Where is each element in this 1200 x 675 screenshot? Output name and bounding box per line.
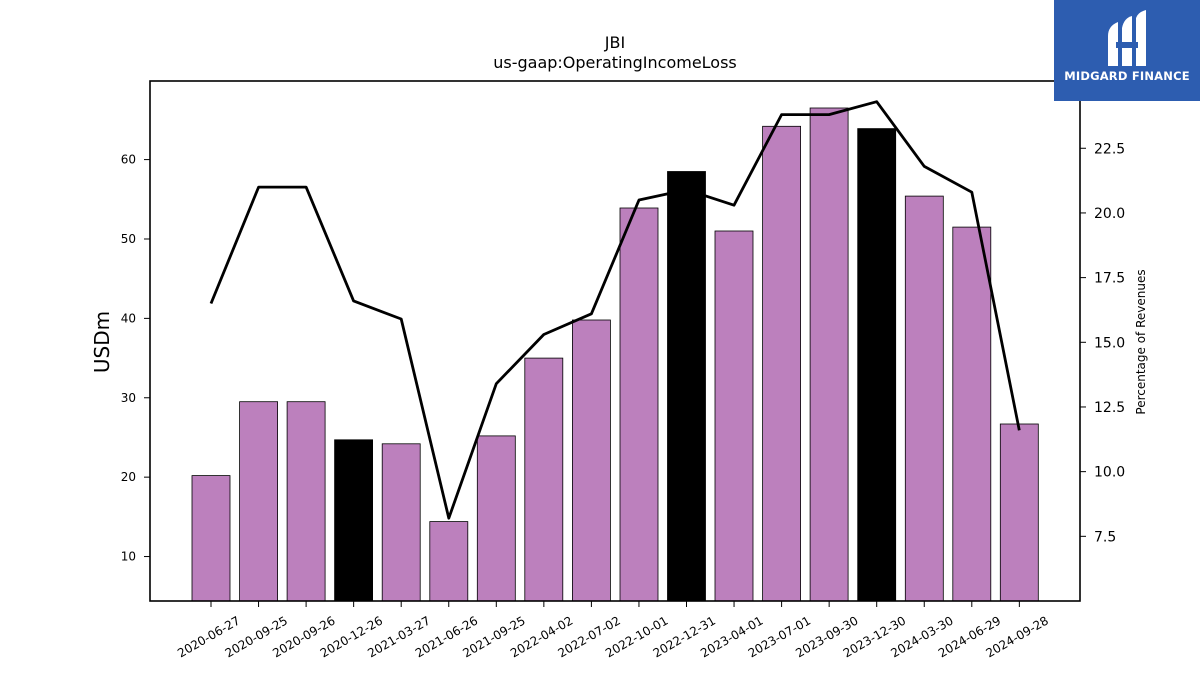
y-tick-label: 40 xyxy=(121,311,136,325)
bars-layer xyxy=(191,107,1039,602)
y2-tick-label: 22.5 xyxy=(1094,141,1125,157)
y-axis-label: USDm xyxy=(90,311,114,373)
y-tick-label: 10 xyxy=(121,550,136,564)
bar-2022-04-02 xyxy=(524,357,564,602)
bar-2021-06-26 xyxy=(429,521,469,602)
bar-2024-03-30 xyxy=(904,195,944,602)
bar-2022-10-01 xyxy=(619,207,659,602)
bar-2023-09-30 xyxy=(809,107,849,602)
y2-tick-label: 20.0 xyxy=(1094,206,1125,222)
bar-2021-03-27 xyxy=(381,443,421,602)
y-tick-label: 30 xyxy=(121,391,136,405)
y2-axis-label: Percentage of Revenues xyxy=(1134,269,1148,414)
bar-2020-09-25 xyxy=(239,401,279,602)
x-axis: 2020-06-272020-09-252020-09-262020-12-26… xyxy=(175,601,1051,660)
logo-text: MIDGARD FINANCE xyxy=(1064,69,1190,83)
bar-2020-06-27 xyxy=(191,475,231,602)
y-tick-label: 50 xyxy=(121,232,136,246)
y2-tick-label: 12.5 xyxy=(1094,400,1125,416)
brand-logo: MIDGARD FINANCE xyxy=(1054,0,1200,101)
y2-tick-label: 15.0 xyxy=(1094,335,1125,351)
bar-2020-12-26 xyxy=(334,439,374,602)
bar-2024-06-29 xyxy=(952,226,992,602)
bar-2023-04-01 xyxy=(714,230,754,602)
percentage-line xyxy=(209,100,1021,520)
y2-tick-label: 10.0 xyxy=(1094,465,1125,481)
y2-tick-label: 7.5 xyxy=(1094,529,1116,545)
left-axis: 10 20 30 40 50 60 xyxy=(121,153,150,564)
right-axis: 7.5 10.0 12.5 15.0 17.5 20.0 22.5 xyxy=(1080,141,1125,545)
y2-tick-label: 17.5 xyxy=(1094,271,1125,287)
y-tick-label: 60 xyxy=(121,153,136,167)
chart-subtitle: us-gaap:OperatingIncomeLoss xyxy=(493,53,737,72)
bar-2020-09-26 xyxy=(286,401,326,602)
line-layer xyxy=(209,100,1021,520)
bar-2023-12-30 xyxy=(857,128,897,602)
bar-2024-09-28 xyxy=(999,423,1039,602)
bar-2023-07-01 xyxy=(762,125,801,602)
y-tick-label: 20 xyxy=(121,470,136,484)
bar-2021-09-25 xyxy=(476,435,516,602)
logo-mark-icon xyxy=(1108,10,1146,66)
plot-frame xyxy=(149,80,1081,602)
chart-title: JBI xyxy=(604,33,625,52)
bar-2022-12-31 xyxy=(667,171,706,602)
bar-2022-07-02 xyxy=(572,319,611,602)
